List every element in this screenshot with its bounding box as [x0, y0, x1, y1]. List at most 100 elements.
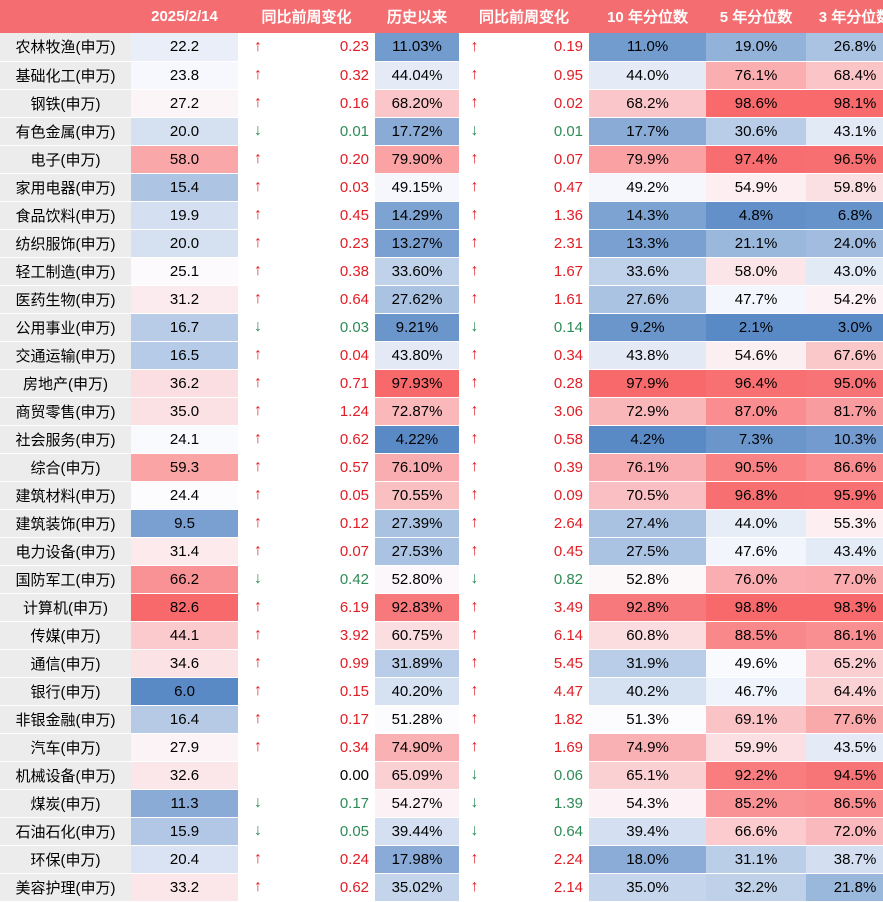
percentile-5y: 66.6% — [706, 817, 807, 846]
pe-trend-icon: ↑ — [238, 33, 278, 62]
percentile-10y: 74.9% — [589, 733, 707, 762]
table-row: 食品饮料(申万) 19.9 ↑ 0.45 14.29% ↑ 1.36 14.3% 4.8% 6.8… — [0, 201, 883, 230]
percentile-10y: 18.0% — [589, 845, 707, 874]
hist-trend-icon: ↑ — [459, 733, 491, 762]
pe-change: 0.01 — [278, 117, 376, 146]
pe-change: 1.24 — [278, 397, 376, 426]
percentile-10y: 31.9% — [589, 649, 707, 678]
hist-trend-icon: ↑ — [459, 593, 491, 622]
hist-trend-icon: ↑ — [459, 61, 491, 90]
percentile-5y: 32.2% — [706, 873, 807, 902]
hist-percentile: 76.10% — [375, 453, 460, 482]
pe-value: 16.4 — [131, 705, 238, 734]
header-5y-percentile: 5 年分位数 — [706, 0, 807, 33]
hist-trend-icon: ↑ — [459, 33, 491, 62]
percentile-10y: 65.1% — [589, 761, 707, 790]
percentile-5y: 85.2% — [706, 789, 807, 818]
percentile-10y: 72.9% — [589, 397, 707, 426]
percentile-10y: 11.0% — [589, 33, 707, 62]
industry-name: 钢铁(申万) — [0, 89, 131, 118]
header-3y-percentile: 3 年分位数 — [806, 0, 883, 33]
percentile-3y: 96.5% — [806, 145, 883, 174]
pe-trend-icon: ↓ — [238, 565, 278, 594]
pe-value: 25.1 — [131, 257, 238, 286]
hist-trend-icon: ↑ — [459, 425, 491, 454]
percentile-3y: 72.0% — [806, 817, 883, 846]
industry-name: 家用电器(申万) — [0, 173, 131, 202]
hist-percentile: 27.62% — [375, 285, 460, 314]
industry-name: 社会服务(申万) — [0, 425, 131, 454]
hist-percentile: 70.55% — [375, 481, 460, 510]
pe-value: 20.4 — [131, 845, 238, 874]
percentile-3y: 43.4% — [806, 537, 883, 566]
percentile-5y: 54.9% — [706, 173, 807, 202]
hist-trend-icon: ↑ — [459, 285, 491, 314]
pe-change: 0.17 — [278, 705, 376, 734]
industry-name: 电子(申万) — [0, 145, 131, 174]
pe-trend-icon: ↑ — [238, 537, 278, 566]
pe-change: 0.05 — [278, 481, 376, 510]
pe-change: 0.64 — [278, 285, 376, 314]
table-row: 钢铁(申万) 27.2 ↑ 0.16 68.20% ↑ 0.02 68.2% 98.6% 98.1… — [0, 89, 883, 118]
hist-percentile: 9.21% — [375, 313, 460, 342]
hist-percentile: 74.90% — [375, 733, 460, 762]
percentile-10y: 60.8% — [589, 621, 707, 650]
hist-change: 0.39 — [490, 453, 590, 482]
hist-trend-icon: ↑ — [459, 873, 491, 902]
percentile-10y: 14.3% — [589, 201, 707, 230]
hist-change: 0.28 — [490, 369, 590, 398]
hist-change: 1.36 — [490, 201, 590, 230]
hist-change: 2.24 — [490, 845, 590, 874]
percentile-5y: 96.8% — [706, 481, 807, 510]
percentile-5y: 92.2% — [706, 761, 807, 790]
hist-trend-icon: ↑ — [459, 705, 491, 734]
pe-change: 0.03 — [278, 313, 376, 342]
percentile-5y: 98.6% — [706, 89, 807, 118]
hist-percentile: 79.90% — [375, 145, 460, 174]
table-row: 通信(申万) 34.6 ↑ 0.99 31.89% ↑ 5.45 31.9% 49.6% 65.2… — [0, 649, 883, 678]
industry-name: 纺织服饰(申万) — [0, 229, 131, 258]
pe-trend-icon: ↓ — [238, 117, 278, 146]
pe-change: 0.57 — [278, 453, 376, 482]
pe-change: 0.24 — [278, 845, 376, 874]
hist-percentile: 60.75% — [375, 621, 460, 650]
hist-change: 3.49 — [490, 593, 590, 622]
table-body: 农林牧渔(申万) 22.2 ↑ 0.23 11.03% ↑ 0.19 11.0% 19.0% 26… — [0, 33, 883, 902]
pe-value: 82.6 — [131, 593, 238, 622]
pe-value: 34.6 — [131, 649, 238, 678]
header-pe-date: 2025/2/14 — [131, 0, 238, 33]
pe-change: 0.20 — [278, 145, 376, 174]
percentile-10y: 39.4% — [589, 817, 707, 846]
percentile-10y: 52.8% — [589, 565, 707, 594]
pe-trend-icon: ↑ — [238, 229, 278, 258]
percentile-10y: 27.5% — [589, 537, 707, 566]
percentile-5y: 19.0% — [706, 33, 807, 62]
table-row: 非银金融(申万) 16.4 ↑ 0.17 51.28% ↑ 1.82 51.3% 69.1% 77… — [0, 705, 883, 734]
percentile-3y: 59.8% — [806, 173, 883, 202]
industry-name: 交通运输(申万) — [0, 341, 131, 370]
hist-trend-icon: ↑ — [459, 173, 491, 202]
industry-name: 食品饮料(申万) — [0, 201, 131, 230]
hist-change: 0.07 — [490, 145, 590, 174]
pe-change: 0.62 — [278, 425, 376, 454]
industry-name: 商贸零售(申万) — [0, 397, 131, 426]
industry-name: 农林牧渔(申万) — [0, 33, 131, 62]
hist-percentile: 68.20% — [375, 89, 460, 118]
pe-trend-icon: ↑ — [238, 593, 278, 622]
pe-trend-icon: ↓ — [238, 789, 278, 818]
percentile-3y: 77.6% — [806, 705, 883, 734]
percentile-3y: 67.6% — [806, 341, 883, 370]
industry-name: 银行(申万) — [0, 677, 131, 706]
pe-change: 0.62 — [278, 873, 376, 902]
pe-value: 59.3 — [131, 453, 238, 482]
hist-percentile: 4.22% — [375, 425, 460, 454]
pe-value: 16.5 — [131, 341, 238, 370]
hist-percentile: 43.80% — [375, 341, 460, 370]
percentile-5y: 30.6% — [706, 117, 807, 146]
percentile-5y: 98.8% — [706, 593, 807, 622]
pe-value: 23.8 — [131, 61, 238, 90]
percentile-3y: 43.5% — [806, 733, 883, 762]
hist-change: 0.47 — [490, 173, 590, 202]
table-row: 环保(申万) 20.4 ↑ 0.24 17.98% ↑ 2.24 18.0% 31.1% 38.7… — [0, 845, 883, 874]
percentile-10y: 68.2% — [589, 89, 707, 118]
